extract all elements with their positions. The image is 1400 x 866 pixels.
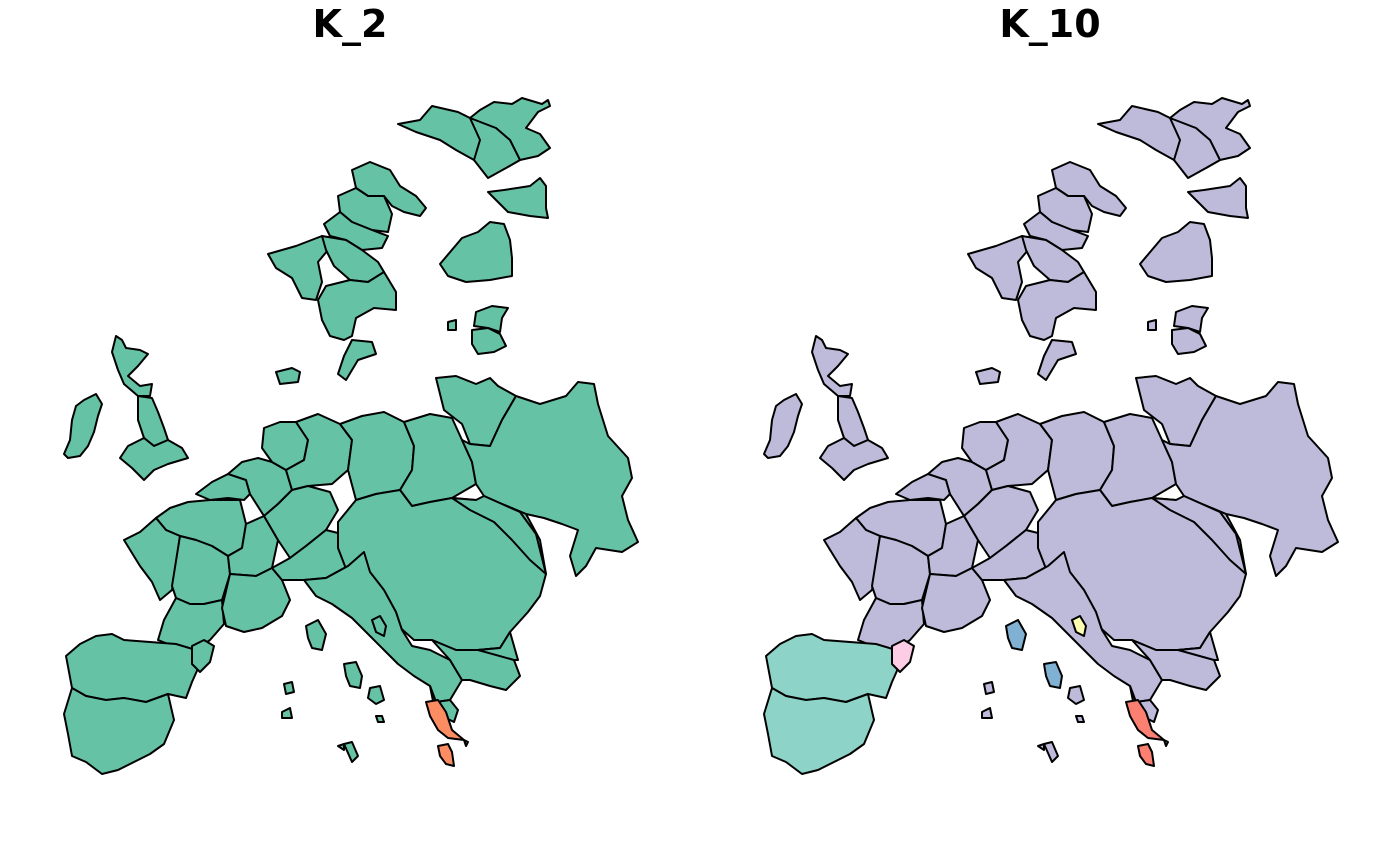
region-finland-1 bbox=[1139, 221, 1213, 283]
region-sardinia bbox=[1043, 661, 1063, 689]
region-belarus-ukr bbox=[1161, 381, 1339, 577]
region-malta bbox=[1043, 741, 1059, 763]
region-germany-s bbox=[263, 485, 339, 559]
region-mallorca bbox=[283, 681, 295, 695]
region-aegean-small bbox=[463, 739, 469, 747]
region-small-isl-1 bbox=[1075, 715, 1085, 723]
region-small-isl-2 bbox=[337, 743, 345, 751]
region-italy-small bbox=[371, 615, 387, 637]
region-germany-s bbox=[963, 485, 1039, 559]
region-baltic-isl bbox=[1037, 339, 1077, 381]
panel-title: K_2 bbox=[312, 2, 388, 46]
region-crete bbox=[1137, 743, 1155, 767]
region-balkans-e bbox=[1177, 631, 1219, 661]
region-iberia-s bbox=[763, 687, 875, 775]
region-gotland bbox=[1147, 319, 1157, 331]
region-crete bbox=[437, 743, 455, 767]
region-gotland bbox=[447, 319, 457, 331]
region-sweden-scania bbox=[1017, 271, 1097, 341]
region-belarus-ukr bbox=[461, 381, 639, 577]
region-small-isl-2 bbox=[1037, 743, 1045, 751]
panel-title: K_10 bbox=[999, 2, 1101, 46]
region-balkans-e bbox=[477, 631, 519, 661]
region-germany-e bbox=[985, 413, 1053, 491]
region-small-isl-1 bbox=[375, 715, 385, 723]
region-iberia-border bbox=[891, 639, 915, 673]
choropleth-map bbox=[763, 97, 1339, 775]
region-finnmark bbox=[469, 117, 521, 179]
region-iberia-n bbox=[65, 633, 201, 703]
region-minorca bbox=[981, 707, 993, 719]
region-norway-west bbox=[267, 235, 329, 301]
region-france-south bbox=[157, 597, 225, 651]
region-mallorca bbox=[983, 681, 995, 695]
region-france-south bbox=[857, 597, 925, 651]
region-norway-west bbox=[967, 235, 1029, 301]
region-aegean-small bbox=[1163, 739, 1169, 747]
region-sardinia bbox=[343, 661, 363, 689]
region-corsica bbox=[1005, 619, 1027, 651]
region-finnmark bbox=[1169, 117, 1221, 179]
map-panel-k2: K_2 bbox=[63, 2, 639, 775]
region-england-s bbox=[119, 437, 189, 481]
region-baltic-isl bbox=[337, 339, 377, 381]
region-finland-south bbox=[1187, 177, 1249, 219]
region-sweden-scania bbox=[317, 271, 397, 341]
region-iberia-n bbox=[765, 633, 901, 703]
region-moldova bbox=[1151, 495, 1247, 575]
choropleth-map bbox=[63, 97, 639, 775]
region-baltic-lat bbox=[471, 327, 507, 355]
region-finland-1 bbox=[439, 221, 513, 283]
region-sicily bbox=[367, 685, 385, 705]
region-switzerland bbox=[221, 567, 291, 633]
region-denmark bbox=[275, 367, 301, 385]
region-finland-south bbox=[487, 177, 549, 219]
region-england-s bbox=[819, 437, 889, 481]
region-malta bbox=[343, 741, 359, 763]
region-ireland bbox=[763, 393, 803, 459]
region-baltic-est bbox=[473, 305, 509, 333]
region-scotland bbox=[811, 335, 853, 397]
region-minorca bbox=[281, 707, 293, 719]
region-switzerland bbox=[921, 567, 991, 633]
region-iberia-border bbox=[191, 639, 215, 673]
region-moldova bbox=[451, 495, 547, 575]
region-germany-e bbox=[285, 413, 353, 491]
region-denmark bbox=[975, 367, 1001, 385]
region-baltic-lat bbox=[1171, 327, 1207, 355]
region-ireland bbox=[63, 393, 103, 459]
region-italy-small bbox=[1071, 615, 1087, 637]
region-baltic-est bbox=[1173, 305, 1209, 333]
region-corsica bbox=[305, 619, 327, 651]
map-panel-k10: K_10 bbox=[700, 0, 1400, 866]
region-iberia-s bbox=[63, 687, 175, 775]
region-sicily bbox=[1067, 685, 1085, 705]
region-scotland bbox=[111, 335, 153, 397]
